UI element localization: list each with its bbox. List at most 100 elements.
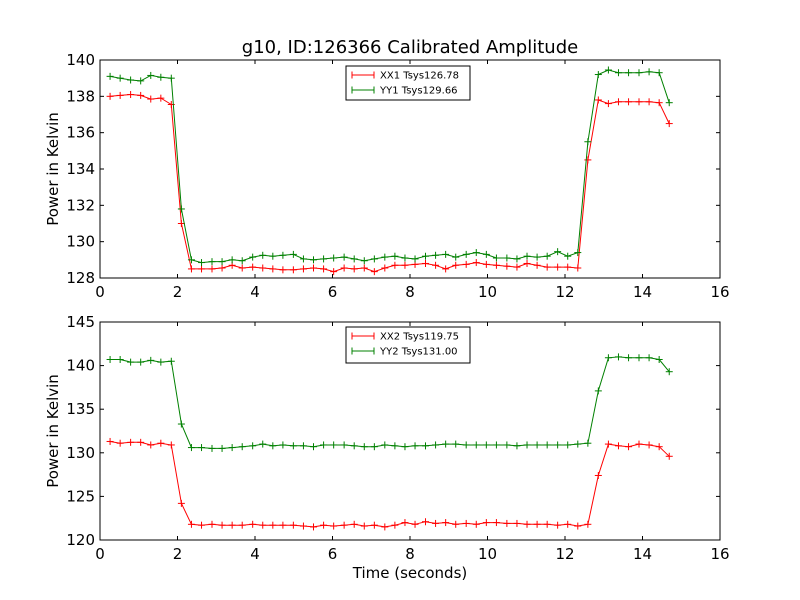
data-point bbox=[360, 443, 368, 451]
data-point bbox=[106, 72, 114, 80]
data-point bbox=[198, 265, 206, 273]
data-point bbox=[513, 255, 521, 263]
data-point bbox=[564, 263, 572, 271]
y-tick-label: 135 bbox=[66, 400, 95, 418]
data-point bbox=[584, 138, 592, 146]
data-point bbox=[238, 521, 246, 529]
data-point bbox=[198, 521, 206, 529]
data-point bbox=[614, 353, 622, 361]
data-point bbox=[177, 420, 185, 428]
data-point bbox=[228, 521, 236, 529]
data-point bbox=[320, 521, 328, 529]
data-point bbox=[523, 441, 531, 449]
data-point bbox=[218, 258, 226, 266]
data-point bbox=[614, 69, 622, 77]
data-point bbox=[320, 441, 328, 449]
data-point bbox=[116, 355, 124, 363]
top-panel: 0 2 4 6 8 10 12 14 16 128 130 132 134 136 138 140 Power … bbox=[44, 51, 730, 301]
data-point bbox=[432, 441, 440, 449]
data-point bbox=[503, 254, 511, 262]
data-point bbox=[492, 519, 500, 527]
data-point bbox=[604, 440, 612, 448]
data-point bbox=[442, 440, 450, 448]
y-axis-label: Power in Kelvin bbox=[44, 112, 62, 226]
data-point bbox=[411, 255, 419, 263]
data-point bbox=[452, 440, 460, 448]
data-point bbox=[391, 442, 399, 450]
data-point bbox=[492, 254, 500, 262]
data-point bbox=[218, 264, 226, 272]
data-point bbox=[543, 441, 551, 449]
data-point bbox=[462, 260, 470, 268]
data-point bbox=[381, 253, 389, 261]
data-point bbox=[127, 358, 135, 366]
data-point bbox=[249, 442, 257, 450]
data-point bbox=[604, 100, 612, 108]
data-point bbox=[472, 259, 480, 267]
data-point bbox=[330, 441, 338, 449]
data-point bbox=[147, 71, 155, 79]
data-point bbox=[513, 519, 521, 527]
data-point bbox=[513, 263, 521, 271]
data-point bbox=[584, 156, 592, 164]
data-point bbox=[127, 438, 135, 446]
data-point bbox=[645, 68, 653, 76]
data-point bbox=[554, 441, 562, 449]
data-point bbox=[411, 520, 419, 528]
data-point bbox=[533, 520, 541, 528]
data-point bbox=[492, 261, 500, 269]
data-point bbox=[187, 520, 195, 528]
data-point bbox=[472, 249, 480, 257]
data-point bbox=[147, 95, 155, 103]
x-tick-label: 2 bbox=[173, 283, 183, 301]
x-tick-label: 8 bbox=[405, 545, 415, 563]
data-point bbox=[106, 355, 114, 363]
data-point bbox=[340, 264, 348, 272]
data-point bbox=[116, 439, 124, 447]
data-point bbox=[340, 253, 348, 261]
data-point bbox=[157, 94, 165, 102]
data-point bbox=[259, 264, 267, 272]
data-point bbox=[198, 259, 206, 267]
x-tick-label: 16 bbox=[710, 545, 729, 563]
data-point bbox=[452, 253, 460, 261]
data-point bbox=[269, 442, 277, 450]
data-point bbox=[523, 259, 531, 267]
data-point bbox=[391, 261, 399, 269]
data-point bbox=[228, 444, 236, 452]
data-point bbox=[422, 442, 429, 450]
data-point bbox=[187, 444, 195, 452]
data-point bbox=[564, 252, 572, 260]
data-point bbox=[422, 259, 429, 267]
data-point bbox=[218, 521, 226, 529]
data-point bbox=[350, 520, 358, 528]
data-point bbox=[289, 250, 297, 258]
data-point bbox=[259, 251, 267, 259]
data-point bbox=[310, 443, 318, 451]
data-point bbox=[574, 522, 582, 530]
data-point bbox=[279, 521, 287, 529]
data-point bbox=[442, 265, 450, 273]
data-point bbox=[299, 265, 307, 273]
bottom-panel: 0 2 4 6 8 10 12 14 16 120 125 130 135 140 145 Power in … bbox=[44, 313, 730, 582]
data-point bbox=[452, 261, 460, 269]
x-tick-label: 14 bbox=[633, 545, 652, 563]
legend-label: XX1 Tsys126.78 bbox=[380, 71, 459, 82]
data-point bbox=[167, 441, 175, 449]
data-point bbox=[614, 98, 622, 106]
data-point bbox=[360, 522, 368, 530]
data-point bbox=[208, 444, 216, 452]
data-point bbox=[554, 248, 562, 256]
data-point bbox=[249, 263, 257, 271]
data-point bbox=[482, 250, 490, 258]
data-point bbox=[116, 74, 124, 82]
data-point bbox=[604, 354, 612, 362]
data-point bbox=[208, 520, 216, 528]
x-axis-label: Time (seconds) bbox=[352, 564, 468, 582]
data-point bbox=[432, 251, 440, 259]
data-point bbox=[564, 441, 572, 449]
data-point bbox=[665, 452, 673, 460]
data-point bbox=[503, 441, 511, 449]
data-point bbox=[554, 263, 562, 271]
data-point bbox=[462, 441, 470, 449]
